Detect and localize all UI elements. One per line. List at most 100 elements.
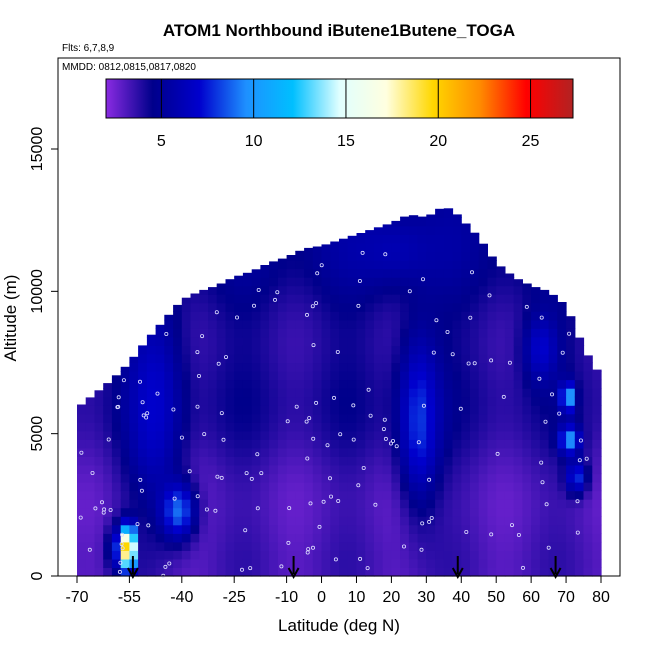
heatmap-cell <box>417 268 427 278</box>
heatmap-cell <box>443 319 454 329</box>
heatmap-cell <box>487 447 497 457</box>
heatmap-cell <box>391 516 401 526</box>
heatmap-cell <box>199 362 209 372</box>
sample-point <box>539 460 544 465</box>
heatmap-cell <box>548 405 558 415</box>
heatmap-cell <box>225 311 235 321</box>
heatmap-cell <box>356 413 366 423</box>
sample-point <box>213 508 218 513</box>
heatmap-cell <box>120 533 130 543</box>
heatmap-cell <box>216 405 226 415</box>
sample-point <box>331 395 336 400</box>
heatmap-cell <box>365 550 375 560</box>
heatmap-cell <box>94 447 104 457</box>
heatmap-cell <box>85 422 95 432</box>
heatmap-cell <box>339 302 349 312</box>
heatmap-cell <box>522 319 532 329</box>
heatmap-cell <box>391 465 401 475</box>
heatmap-cell <box>208 465 218 475</box>
heatmap-cell <box>592 550 602 560</box>
heatmap-cell <box>208 430 218 440</box>
heatmap-cell <box>94 524 104 534</box>
heatmap-cell <box>487 456 497 466</box>
heatmap-cell <box>321 482 331 492</box>
heatmap-cell <box>478 285 488 295</box>
heatmap-cell <box>522 362 532 372</box>
heatmap-cell <box>251 482 261 492</box>
heatmap-cell <box>138 541 148 551</box>
heatmap-cell <box>138 473 148 483</box>
heatmap-cell <box>400 439 410 449</box>
heatmap-cell <box>260 439 270 449</box>
heatmap-cell <box>548 396 558 406</box>
heatmap-cell <box>382 294 392 304</box>
heatmap-cell <box>487 336 497 346</box>
heatmap-cell <box>286 439 296 449</box>
sample-point <box>146 523 151 528</box>
heatmap-cell <box>522 354 532 364</box>
heatmap-cell <box>146 396 157 406</box>
heatmap-cell <box>120 550 130 560</box>
x-tick-label: -40 <box>170 589 193 606</box>
sample-point <box>577 458 582 463</box>
heatmap-cell <box>330 516 340 526</box>
heatmap-cell <box>496 388 506 398</box>
heatmap-cell <box>487 439 497 449</box>
heatmap-cell <box>443 541 454 551</box>
heatmap-cell <box>408 345 419 355</box>
heatmap-cell <box>164 396 174 406</box>
heatmap-cell <box>504 413 515 423</box>
heatmap-cell <box>146 388 157 398</box>
heatmap-cell <box>321 311 331 321</box>
heatmap-cell <box>312 362 323 372</box>
heatmap-cell <box>382 499 392 509</box>
heatmap-cell <box>181 533 192 543</box>
heatmap-cell <box>435 260 445 270</box>
heatmap-cell <box>155 371 165 381</box>
heatmap-cell <box>330 379 340 389</box>
sample-point <box>333 557 338 562</box>
heatmap-cell <box>365 260 375 270</box>
heatmap-cell <box>330 241 340 244</box>
heatmap-cell <box>225 447 235 457</box>
heatmap-cell <box>312 533 323 543</box>
heatmap-cell <box>330 465 340 475</box>
heatmap-cell <box>120 405 130 415</box>
heatmap-cell <box>356 345 366 355</box>
heatmap-cell <box>242 456 253 466</box>
heatmap-cell <box>269 405 279 415</box>
heatmap-cell <box>339 524 349 534</box>
heatmap-cell <box>251 388 261 398</box>
heatmap-cell <box>356 371 366 381</box>
heatmap-cell <box>478 388 488 398</box>
heatmap-cell <box>103 473 113 483</box>
sample-point <box>119 542 124 547</box>
heatmap-cell <box>190 558 200 568</box>
heatmap-cell <box>583 465 593 475</box>
heatmap-cell <box>321 499 331 509</box>
heatmap-cell <box>408 234 419 244</box>
heatmap-cell <box>400 251 410 261</box>
heatmap-cell <box>269 473 279 483</box>
sample-point <box>321 499 326 504</box>
heatmap-cell <box>304 550 314 560</box>
heatmap-cell <box>225 465 235 475</box>
heatmap-cell <box>435 499 445 509</box>
heatmap-cell <box>120 439 130 449</box>
heatmap-cell <box>251 405 261 415</box>
heatmap-cell <box>373 302 384 312</box>
heatmap-cell <box>408 567 419 577</box>
heatmap-cell <box>295 345 305 355</box>
heatmap-cell <box>286 413 296 423</box>
flight-arrow-head <box>451 567 464 580</box>
heatmap-cell <box>321 302 331 312</box>
heatmap-cell <box>103 439 113 449</box>
heatmap-cell <box>321 379 331 389</box>
sample-point <box>328 494 333 499</box>
heatmap-cell <box>216 302 226 312</box>
heatmap-cell <box>557 533 567 543</box>
heatmap-cell <box>592 369 602 372</box>
heatmap-cell <box>94 499 104 509</box>
heatmap-cell <box>504 430 515 440</box>
heatmap-cell <box>513 388 523 398</box>
